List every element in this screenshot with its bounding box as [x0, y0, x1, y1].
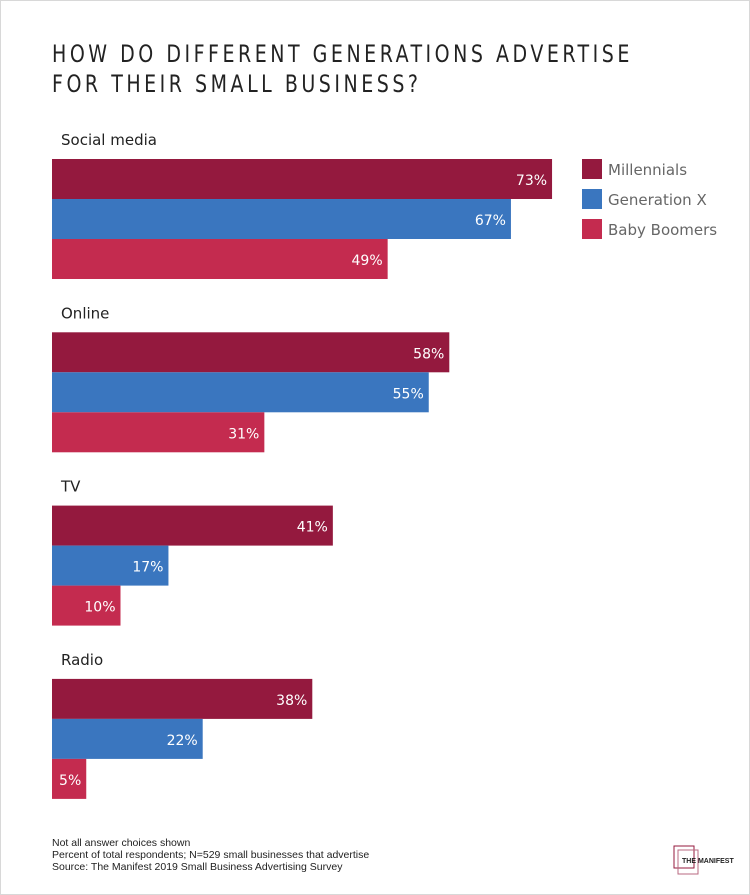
bar-millennials [52, 159, 553, 199]
legend-swatch [582, 219, 602, 239]
chart-title: HOW DO DIFFERENT GENERATIONS ADVERTISE F… [52, 39, 633, 99]
data-label: 5% [59, 773, 81, 789]
data-label: 17% [132, 560, 163, 576]
bar-baby-boomers [52, 585, 121, 626]
data-label: 58% [413, 346, 444, 362]
data-label: 22% [167, 733, 198, 749]
chart-notes: Not all answer choices shown Percent of … [52, 837, 369, 873]
note-1: Not all answer choices shown [52, 837, 191, 849]
data-label: 55% [393, 386, 424, 402]
data-label: 73% [516, 173, 547, 189]
category-label: Online [61, 304, 109, 322]
legend-label: Generation X [608, 191, 707, 209]
category-label: TV [60, 478, 81, 496]
title-line-1: HOW DO DIFFERENT GENERATIONS ADVERTISE [52, 40, 633, 68]
data-label: 10% [84, 600, 115, 616]
title-line-2: FOR THEIR SMALL BUSINESS? [52, 70, 422, 98]
data-label: 67% [475, 213, 506, 229]
legend-swatch [582, 189, 602, 209]
svg-text:THE MANIFEST: THE MANIFEST [682, 858, 734, 865]
bar-baby-boomers [52, 758, 87, 799]
bar-generation-x [52, 372, 429, 413]
bar-generation-x [52, 199, 511, 239]
bar-generation-x [52, 545, 169, 586]
bar-baby-boomers [52, 239, 388, 279]
legend-label: Millennials [608, 161, 687, 179]
bar-generation-x [52, 718, 203, 759]
note-2: Percent of total respondents; N=529 smal… [52, 849, 370, 861]
category-label: Radio [61, 651, 103, 669]
source-note: Source: The Manifest 2019 Small Business… [52, 861, 343, 873]
bar-millennials [52, 505, 333, 546]
data-label: 41% [297, 520, 328, 536]
bar-baby-boomers [52, 412, 265, 453]
category-label: Social media [61, 131, 157, 149]
bar-millennials [52, 678, 313, 719]
data-label: 49% [352, 253, 383, 269]
manifest-logo: THE MANIFEST [673, 845, 734, 875]
legend-label: Baby Boomers [608, 221, 717, 239]
legend-swatch [582, 159, 602, 179]
bar-millennials [52, 332, 450, 373]
data-label: 31% [228, 426, 259, 442]
data-label: 38% [276, 693, 307, 709]
